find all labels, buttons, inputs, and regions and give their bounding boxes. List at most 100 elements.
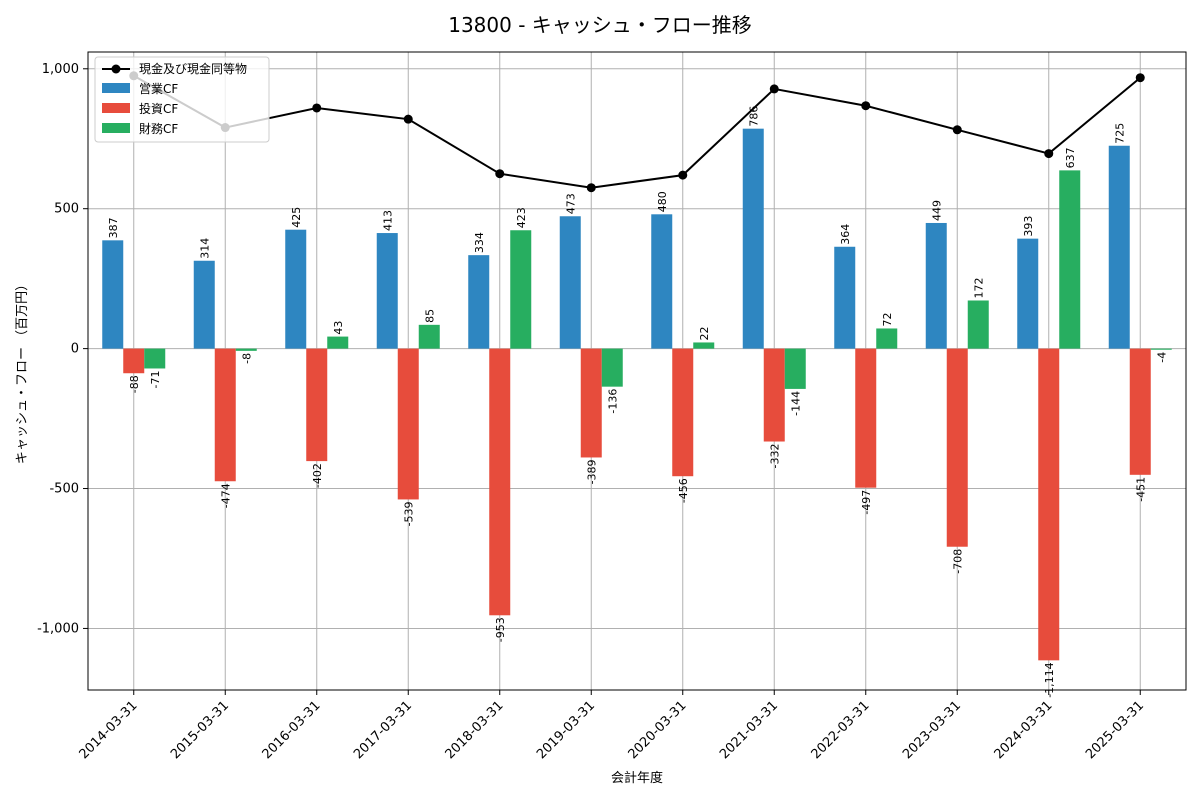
bar-data-label: -451 xyxy=(1134,477,1147,502)
bar-data-label: 393 xyxy=(1022,216,1035,237)
bar xyxy=(1150,348,1172,350)
bar xyxy=(651,214,673,349)
bar-data-label: 449 xyxy=(930,200,943,221)
bar xyxy=(559,216,581,349)
bar xyxy=(285,229,307,349)
bar-data-label: 314 xyxy=(198,238,211,259)
bar xyxy=(468,255,490,349)
bar-data-label: 425 xyxy=(290,207,303,228)
x-tick-label: 2018-03-31 xyxy=(443,698,507,762)
legend-box xyxy=(94,56,270,143)
bar-data-label: 85 xyxy=(423,309,436,323)
x-tick-label: 2015-03-31 xyxy=(168,698,232,762)
legend-label-financing: 財務CF xyxy=(139,121,178,136)
bar-data-label: -144 xyxy=(789,391,802,416)
bar xyxy=(1108,145,1130,349)
bar-data-label: 480 xyxy=(656,191,669,212)
bar-data-label: -1,114 xyxy=(1043,662,1056,697)
bar xyxy=(327,336,349,349)
cash-point xyxy=(495,169,505,179)
y-tick-label: 1,000 xyxy=(42,62,79,77)
legend-line-marker xyxy=(111,64,121,74)
legend-swatch-operating xyxy=(102,83,130,93)
bar xyxy=(1017,238,1039,349)
legend-label-investing: 投資CF xyxy=(139,101,178,116)
y-tick-label: 0 xyxy=(71,342,79,357)
bar xyxy=(601,348,623,387)
bar-data-label: 334 xyxy=(473,232,486,253)
cash-point xyxy=(586,183,596,193)
legend: 現金及び現金同等物 営業CF 投資CF 財務CF xyxy=(94,56,270,143)
bar xyxy=(235,348,257,351)
bar xyxy=(306,348,328,462)
bar xyxy=(967,300,989,349)
cash-point xyxy=(312,103,322,113)
y-axis-label: キャッシュ・フロー （百万円） xyxy=(15,278,30,464)
bar-data-label: 473 xyxy=(564,193,577,214)
bar xyxy=(1059,170,1081,349)
bar xyxy=(693,342,715,349)
bar-data-label: -539 xyxy=(402,501,415,526)
x-tick-label: 2020-03-31 xyxy=(626,698,690,762)
x-tick-label: 2024-03-31 xyxy=(992,698,1056,762)
x-tick-label: 2016-03-31 xyxy=(260,698,324,762)
x-tick-label: 2025-03-31 xyxy=(1083,698,1147,762)
bar-data-label: -389 xyxy=(585,459,598,484)
bar xyxy=(946,348,968,547)
bar xyxy=(376,233,398,349)
bar xyxy=(834,246,856,349)
cash-point xyxy=(769,84,779,94)
bar-data-label: -456 xyxy=(677,478,690,503)
bar-data-label: 387 xyxy=(107,217,120,238)
bar-data-label: 413 xyxy=(381,210,394,231)
bar xyxy=(763,348,785,442)
bar xyxy=(510,230,532,349)
x-ticks: 2014-03-31 2015-03-31 2016-03-31 2017-03-31… xyxy=(77,690,1147,762)
bar-data-label: 786 xyxy=(747,106,760,127)
bar xyxy=(397,348,419,500)
cash-line xyxy=(133,74,1141,189)
bar-data-label: -953 xyxy=(494,617,507,642)
bar-data-label: -4 xyxy=(1155,352,1168,363)
x-tick-label: 2017-03-31 xyxy=(351,698,415,762)
cash-point xyxy=(403,114,413,124)
bar-data-label: -402 xyxy=(311,463,324,488)
y-ticks: -1,000 -500 0 500 1,000 xyxy=(37,62,88,636)
bar xyxy=(1129,348,1151,475)
bar xyxy=(925,222,947,349)
bar-data-label: -332 xyxy=(768,444,781,469)
bar-data-label: -71 xyxy=(149,370,162,388)
bar-data-label: -497 xyxy=(860,490,873,515)
bar xyxy=(214,348,236,482)
bar xyxy=(580,348,602,458)
cash-point xyxy=(1135,73,1145,83)
bar-data-label: 364 xyxy=(839,224,852,245)
cash-point xyxy=(861,101,871,111)
legend-swatch-investing xyxy=(102,103,130,113)
bar-data-label: 423 xyxy=(515,207,528,228)
bar xyxy=(876,328,898,349)
bar xyxy=(672,348,694,477)
x-tick-label: 2019-03-31 xyxy=(534,698,598,762)
bar xyxy=(102,240,124,349)
bar xyxy=(418,324,440,349)
bar-data-label: 172 xyxy=(972,277,985,298)
x-tick-label: 2021-03-31 xyxy=(717,698,781,762)
bar-data-label: -136 xyxy=(606,389,619,414)
bar-data-label: 22 xyxy=(698,326,711,340)
bar-data-label: -474 xyxy=(219,483,232,508)
bar xyxy=(144,348,166,369)
x-tick-label: 2014-03-31 xyxy=(77,698,141,762)
bar-data-label: -708 xyxy=(951,549,964,574)
y-tick-label: -500 xyxy=(49,482,79,497)
legend-label-cash: 現金及び現金同等物 xyxy=(139,61,247,76)
bar xyxy=(193,260,215,349)
bar-data-label: -88 xyxy=(128,375,141,393)
bar xyxy=(855,348,877,488)
x-axis-label: 会計年度 xyxy=(611,770,663,786)
bar xyxy=(123,348,145,374)
bars-layer xyxy=(102,128,1172,661)
